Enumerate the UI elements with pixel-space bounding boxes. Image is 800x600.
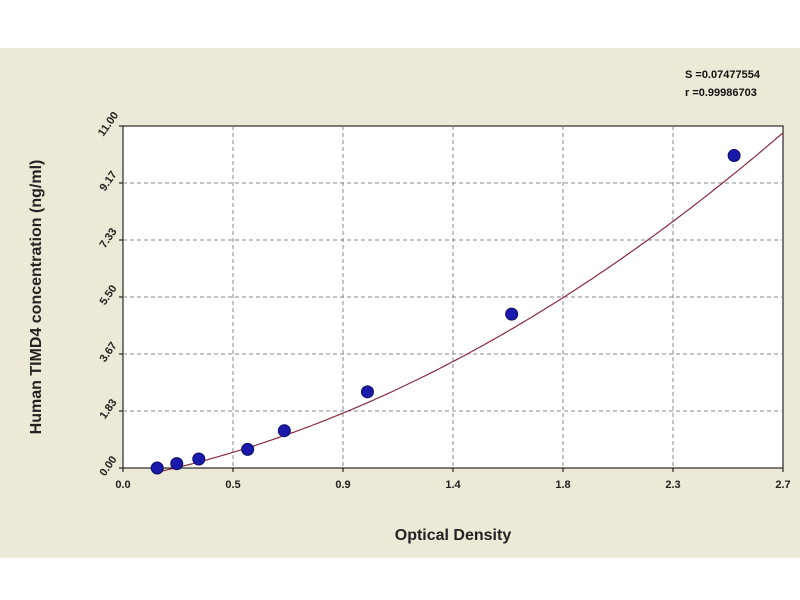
stat-line-r: r =0.99986703 bbox=[685, 87, 757, 99]
chart-svg: S =0.07477554 r =0.99986703 0.0 0.5 0.9 1.4… bbox=[28, 69, 791, 544]
y-tick-label: 5.50 bbox=[97, 283, 119, 307]
x-tick-label: 1.8 bbox=[555, 479, 570, 491]
data-point bbox=[277, 424, 291, 438]
x-axis-title: Optical Density bbox=[395, 527, 512, 544]
y-tick-label: 1.83 bbox=[97, 397, 119, 421]
fit-curve-group bbox=[154, 132, 784, 474]
grid-lines bbox=[123, 126, 783, 468]
data-point bbox=[192, 452, 206, 466]
chart-panel: S =0.07477554 r =0.99986703 0.0 0.5 0.9 1.4… bbox=[0, 48, 800, 558]
y-tick-label: 0.00 bbox=[97, 454, 119, 478]
x-tick-label: 1.4 bbox=[445, 479, 461, 491]
x-tick-label: 2.7 bbox=[775, 479, 790, 491]
data-point bbox=[360, 385, 374, 399]
y-tick-label: 9.17 bbox=[97, 169, 119, 193]
data-point bbox=[727, 149, 741, 163]
x-tick-label: 0.0 bbox=[115, 479, 130, 491]
y-tick-label: 3.67 bbox=[97, 340, 119, 364]
fit-curve bbox=[154, 132, 784, 474]
data-point bbox=[241, 442, 255, 456]
data-point bbox=[170, 457, 184, 471]
stat-line-s: S =0.07477554 bbox=[685, 69, 761, 81]
y-tick-label: 11.00 bbox=[96, 110, 121, 139]
data-points bbox=[150, 149, 741, 475]
data-point bbox=[150, 461, 164, 475]
y-axis-title: Human TIMD4 concentration (ng/ml) bbox=[28, 160, 45, 435]
x-tick-label: 0.9 bbox=[335, 479, 350, 491]
data-point bbox=[505, 307, 519, 321]
y-tick-label: 7.33 bbox=[97, 226, 119, 250]
x-tick-label: 2.3 bbox=[665, 479, 680, 491]
x-tick-label: 0.5 bbox=[225, 479, 240, 491]
